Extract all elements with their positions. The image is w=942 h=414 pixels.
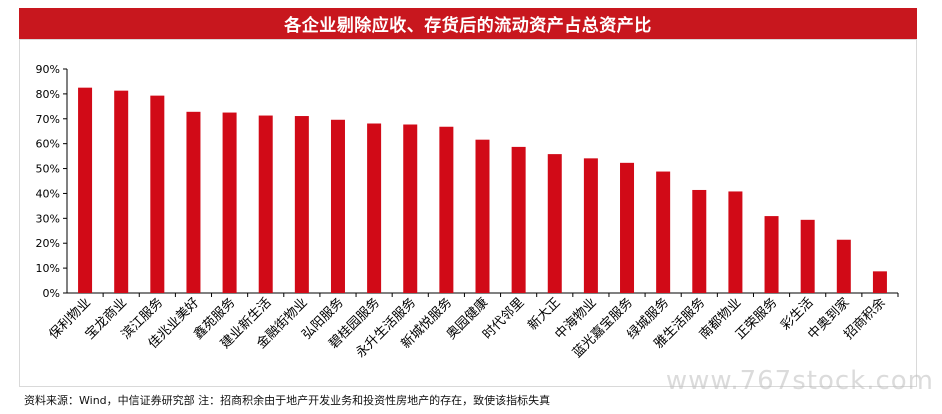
y-tick-label: 50%	[36, 163, 60, 176]
bar	[872, 271, 887, 293]
bar	[403, 124, 418, 293]
y-tick-label: 10%	[36, 262, 60, 275]
bar	[114, 90, 129, 293]
bar	[294, 116, 309, 293]
y-tick-label: 70%	[36, 113, 60, 126]
bar	[547, 154, 562, 293]
y-tick-label: 80%	[36, 88, 60, 101]
bar	[511, 146, 526, 293]
bar	[475, 139, 490, 293]
bar	[367, 123, 382, 293]
y-tick-label: 20%	[36, 237, 60, 250]
bar	[258, 115, 273, 293]
bar	[330, 119, 345, 293]
bar	[222, 112, 237, 293]
bar	[836, 239, 851, 293]
bar	[620, 162, 635, 293]
y-tick-label: 60%	[36, 138, 60, 151]
bar	[439, 126, 454, 294]
y-tick-label: 30%	[36, 212, 60, 225]
bar	[656, 171, 671, 293]
chart-title: 各企业剔除应收、存货后的流动资产占总资产比	[19, 8, 917, 39]
chart-area: 0% 10% 20% 30% 40% 50% 60% 70% 80% 90% 保利物业 宝龙商业 滨江服…	[19, 39, 917, 387]
watermark: www.767stock.com	[665, 366, 934, 396]
y-tick-label: 90%	[36, 63, 60, 76]
bar	[764, 216, 779, 293]
bar	[583, 158, 598, 293]
bar	[186, 111, 201, 293]
bar	[728, 191, 743, 293]
bar	[150, 95, 165, 294]
bar	[800, 219, 815, 293]
bar-chart: 0%10%20%30%40%50%60%70%80%90%保利物业宝龙商业滨江服…	[36, 63, 899, 361]
y-tick-label: 40%	[36, 187, 60, 200]
y-tick-label: 0%	[43, 287, 60, 300]
bar	[78, 87, 93, 293]
bar	[692, 189, 707, 293]
source-note: 资料来源：Wind，中信证券研究部 注：招商积余由于地产开发业务和投资性房地产的…	[24, 394, 551, 407]
